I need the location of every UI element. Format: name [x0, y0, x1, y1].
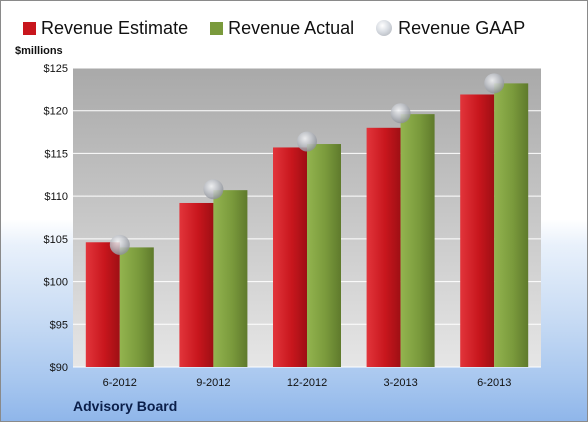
- y-tick-label: $110: [44, 191, 68, 203]
- marker-revenue-gaap: [297, 131, 317, 152]
- x-tick-label: 6-2013: [477, 377, 511, 389]
- legend-item-estimate: Revenue Estimate: [23, 18, 188, 39]
- bar-revenue-estimate: [273, 147, 307, 367]
- legend-label-gaap: Revenue GAAP: [398, 17, 526, 38]
- legend-swatch-actual: [210, 21, 224, 35]
- bar-revenue-actual: [307, 144, 341, 367]
- legend-label-actual: Revenue Actual: [228, 17, 355, 38]
- bar-revenue-actual: [213, 190, 248, 367]
- x-axis-ticks: 6-2012 9-2012 12-2012 3-2013 6-2013: [103, 377, 512, 389]
- legend-item-actual: Revenue Actual: [210, 18, 354, 39]
- y-tick-label: $100: [44, 277, 68, 289]
- legend-label-estimate: Revenue Estimate: [41, 17, 189, 38]
- chart-legend: Revenue Estimate Revenue Actual Revenue …: [23, 15, 547, 41]
- bar-revenue-estimate: [85, 242, 120, 367]
- y-tick-label: $125: [44, 63, 68, 75]
- bars: [85, 83, 529, 368]
- legend-bubble-gaap: [376, 20, 393, 36]
- bar-revenue-estimate: [366, 127, 401, 367]
- y-axis-ticks: $90 $95 $100 $105 $110 $115 $120 $125: [44, 63, 68, 374]
- legend-item-gaap: Revenue GAAP: [376, 18, 525, 39]
- y-tick-label: $120: [44, 106, 68, 118]
- bar-revenue-actual: [119, 247, 154, 367]
- bar-revenue-actual: [494, 83, 529, 368]
- bar-revenue-estimate: [460, 94, 495, 368]
- x-tick-label: 12-2012: [287, 377, 327, 389]
- company-name: Advisory Board: [73, 398, 178, 414]
- y-axis-unit-label: $millions: [15, 45, 63, 57]
- marker-revenue-gaap: [109, 234, 130, 255]
- marker-revenue-gaap: [203, 179, 224, 200]
- y-tick-label: $115: [44, 148, 68, 160]
- y-tick-label: $95: [50, 319, 68, 331]
- marker-revenue-gaap: [390, 103, 411, 124]
- marker-revenue-gaap: [484, 73, 505, 94]
- gaap-markers: [109, 73, 505, 255]
- y-tick-label: $105: [44, 234, 68, 246]
- y-tick-label: $90: [50, 362, 68, 374]
- bar-revenue-estimate: [179, 202, 214, 367]
- x-tick-label: 9-2012: [196, 377, 230, 389]
- x-tick-label: 3-2013: [383, 377, 417, 389]
- bar-revenue-actual: [400, 114, 435, 367]
- legend-swatch-estimate: [23, 21, 36, 35]
- x-tick-label: 6-2012: [103, 377, 137, 389]
